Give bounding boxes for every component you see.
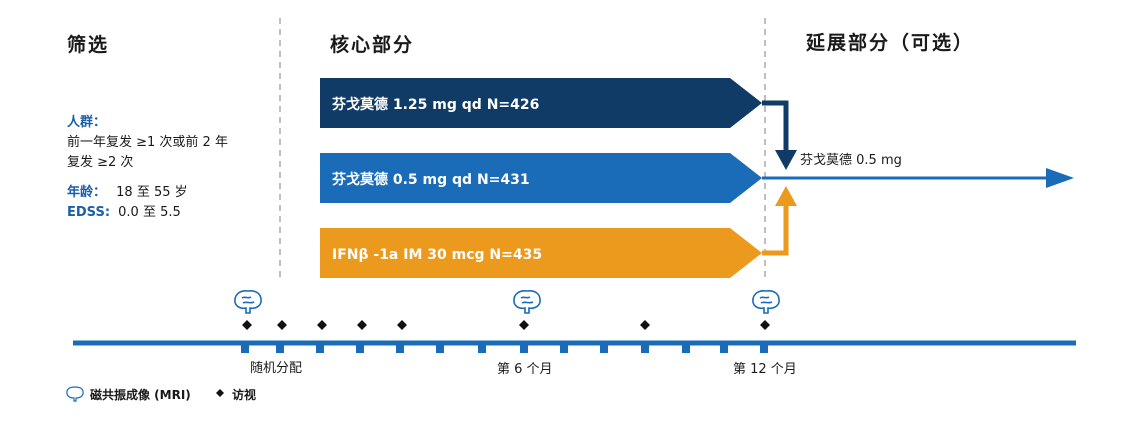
tick bbox=[520, 343, 528, 353]
switch-arrow-dark-head bbox=[775, 150, 797, 170]
legend-mri-label: 磁共振成像 (MRI) bbox=[90, 388, 191, 402]
switch-arrow-orange bbox=[762, 200, 789, 256]
diamond-icon bbox=[519, 320, 529, 330]
month6-label: 第 6 个月 bbox=[497, 362, 553, 377]
arm-label-1: 芬戈莫德 1.25 mg qd N=426 bbox=[331, 96, 539, 113]
randomization-label: 随机分配 bbox=[250, 361, 303, 376]
tick bbox=[396, 343, 404, 353]
arm-fingolimod-0-5 bbox=[320, 153, 762, 203]
switch-arrow-orange-head bbox=[775, 186, 797, 206]
extension-header: 延展部分（可选） bbox=[806, 32, 975, 54]
legend-diamond-icon bbox=[216, 389, 224, 397]
timeline-ticks bbox=[241, 343, 768, 353]
core-header: 核心部分 bbox=[330, 34, 415, 56]
diamond-icon bbox=[242, 320, 252, 330]
arm-fingolimod-1-25 bbox=[320, 78, 762, 128]
tick bbox=[241, 343, 249, 353]
tick bbox=[356, 343, 364, 353]
diamond-icon bbox=[277, 320, 287, 330]
arm-label-3: IFNβ -1a IM 30 mcg N=435 bbox=[332, 247, 542, 263]
brain-icon bbox=[513, 290, 541, 314]
legend-brain-icon bbox=[66, 386, 84, 402]
tick bbox=[276, 343, 284, 353]
population-label: 人群： bbox=[67, 115, 107, 130]
switch-arrow-dark bbox=[762, 100, 789, 156]
age-label: 年龄： bbox=[67, 185, 107, 200]
tick bbox=[560, 343, 568, 353]
diamond-icon bbox=[640, 320, 650, 330]
edss-value: 0.0 至 5.5 bbox=[118, 205, 181, 220]
arm-label-2: 芬戈莫德 0.5 mg qd N=431 bbox=[331, 171, 530, 188]
tick bbox=[720, 343, 728, 353]
diamond-icon bbox=[357, 320, 367, 330]
tick bbox=[641, 343, 649, 353]
edss-row: EDSS: 0.0 至 5.5 bbox=[67, 203, 277, 223]
visit-markers bbox=[242, 320, 770, 330]
brain-icon bbox=[234, 290, 262, 314]
extension-label: 芬戈莫德 0.5 mg bbox=[800, 153, 902, 168]
edss-label: EDSS: bbox=[67, 205, 111, 220]
diamond-icon bbox=[317, 320, 327, 330]
tick bbox=[682, 343, 690, 353]
arm-ifn bbox=[320, 228, 762, 278]
brain-icon bbox=[752, 290, 780, 314]
tick bbox=[760, 343, 768, 353]
tick bbox=[316, 343, 324, 353]
extension-arrow-head bbox=[1046, 168, 1074, 188]
tick bbox=[478, 343, 486, 353]
tick bbox=[600, 343, 608, 353]
population-line1: 前一年复发 ≥1 次或前 2 年 bbox=[67, 135, 228, 150]
tick bbox=[436, 343, 444, 353]
population-line2: 复发 ≥2 次 bbox=[67, 155, 134, 170]
diamond-icon bbox=[397, 320, 407, 330]
screening-header: 筛选 bbox=[67, 34, 110, 56]
age-value: 18 至 55 岁 bbox=[116, 185, 188, 200]
legend-visit-label: 访视 bbox=[232, 388, 257, 402]
month12-label: 第 12 个月 bbox=[733, 362, 797, 377]
population-block: 人群： 前一年复发 ≥1 次或前 2 年 复发 ≥2 次 年龄： 18 至 55… bbox=[67, 113, 277, 223]
diamond-icon bbox=[760, 320, 770, 330]
age-row: 年龄： 18 至 55 岁 bbox=[67, 183, 277, 203]
